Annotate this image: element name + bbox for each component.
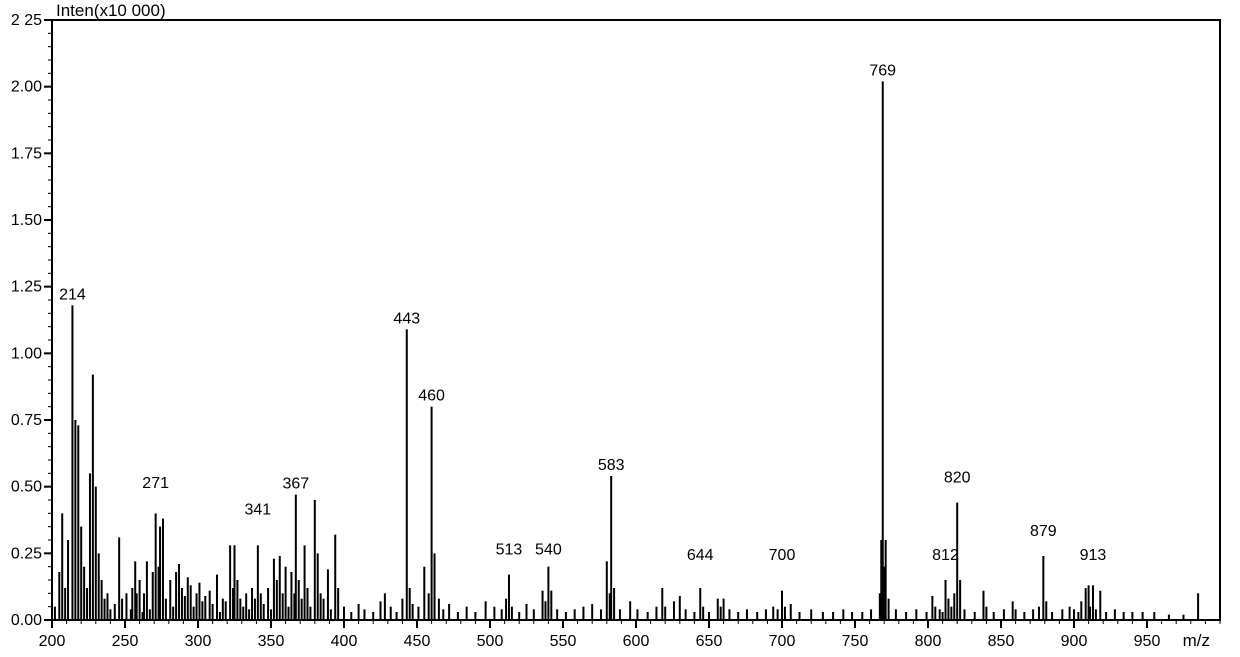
yaxis-title: Inten(x10 000)	[56, 1, 166, 20]
xaxis-title: m/z	[1183, 631, 1210, 650]
xtick-label: 850	[988, 633, 1015, 650]
peak-label: 341	[245, 502, 272, 519]
xtick-label: 350	[258, 633, 285, 650]
peak-label: 644	[687, 547, 714, 564]
peak-label: 820	[944, 470, 971, 487]
ytick-label: 1.25	[11, 279, 42, 296]
xtick-label: 900	[1061, 633, 1088, 650]
xtick-label: 500	[477, 633, 504, 650]
peak-label: 460	[418, 388, 445, 405]
peak-label: 214	[59, 286, 86, 303]
ytick-label: 0.25	[11, 545, 42, 562]
peak-label: 367	[282, 476, 309, 493]
xtick-label: 400	[331, 633, 358, 650]
peak-label: 540	[535, 542, 562, 559]
xtick-label: 450	[404, 633, 431, 650]
xtick-label: 700	[769, 633, 796, 650]
peak-label: 271	[142, 475, 169, 492]
ytick-label: 0.00	[11, 612, 42, 629]
peak-label: 812	[932, 547, 959, 564]
peak-label: 879	[1030, 523, 1057, 540]
peak-label: 513	[496, 542, 523, 559]
xtick-label: 200	[39, 633, 66, 650]
peak-label: 443	[393, 310, 420, 327]
xtick-label: 300	[185, 633, 212, 650]
xtick-label: 550	[550, 633, 577, 650]
xtick-label: 750	[842, 633, 869, 650]
xtick-label: 250	[112, 633, 139, 650]
xtick-label: 600	[623, 633, 650, 650]
xtick-label: 650	[696, 633, 723, 650]
xtick-label: 800	[915, 633, 942, 650]
ytick-label: 2 25	[11, 12, 42, 29]
ytick-label: 0.50	[11, 479, 42, 496]
spectrum-svg: 0.00 0.25 0.50 0.75 1.00 1.25 1.50 1.75 2.00 2 25…	[0, 0, 1240, 657]
mass-spectrum-chart: 0.00 0.25 0.50 0.75 1.00 1.25 1.50 1.75 2.00 2 25…	[0, 0, 1240, 657]
ytick-label: 1.50	[11, 212, 42, 229]
peak-label: 769	[869, 62, 896, 79]
peak-label: 583	[598, 457, 625, 474]
ytick-label: 1.00	[11, 345, 42, 362]
ytick-label: 0.75	[11, 412, 42, 429]
peak-label: 700	[769, 547, 796, 564]
peak-label: 913	[1080, 547, 1107, 564]
ytick-label: 1.75	[11, 145, 42, 162]
ytick-label: 2.00	[11, 79, 42, 96]
xtick-label: 950	[1134, 633, 1161, 650]
